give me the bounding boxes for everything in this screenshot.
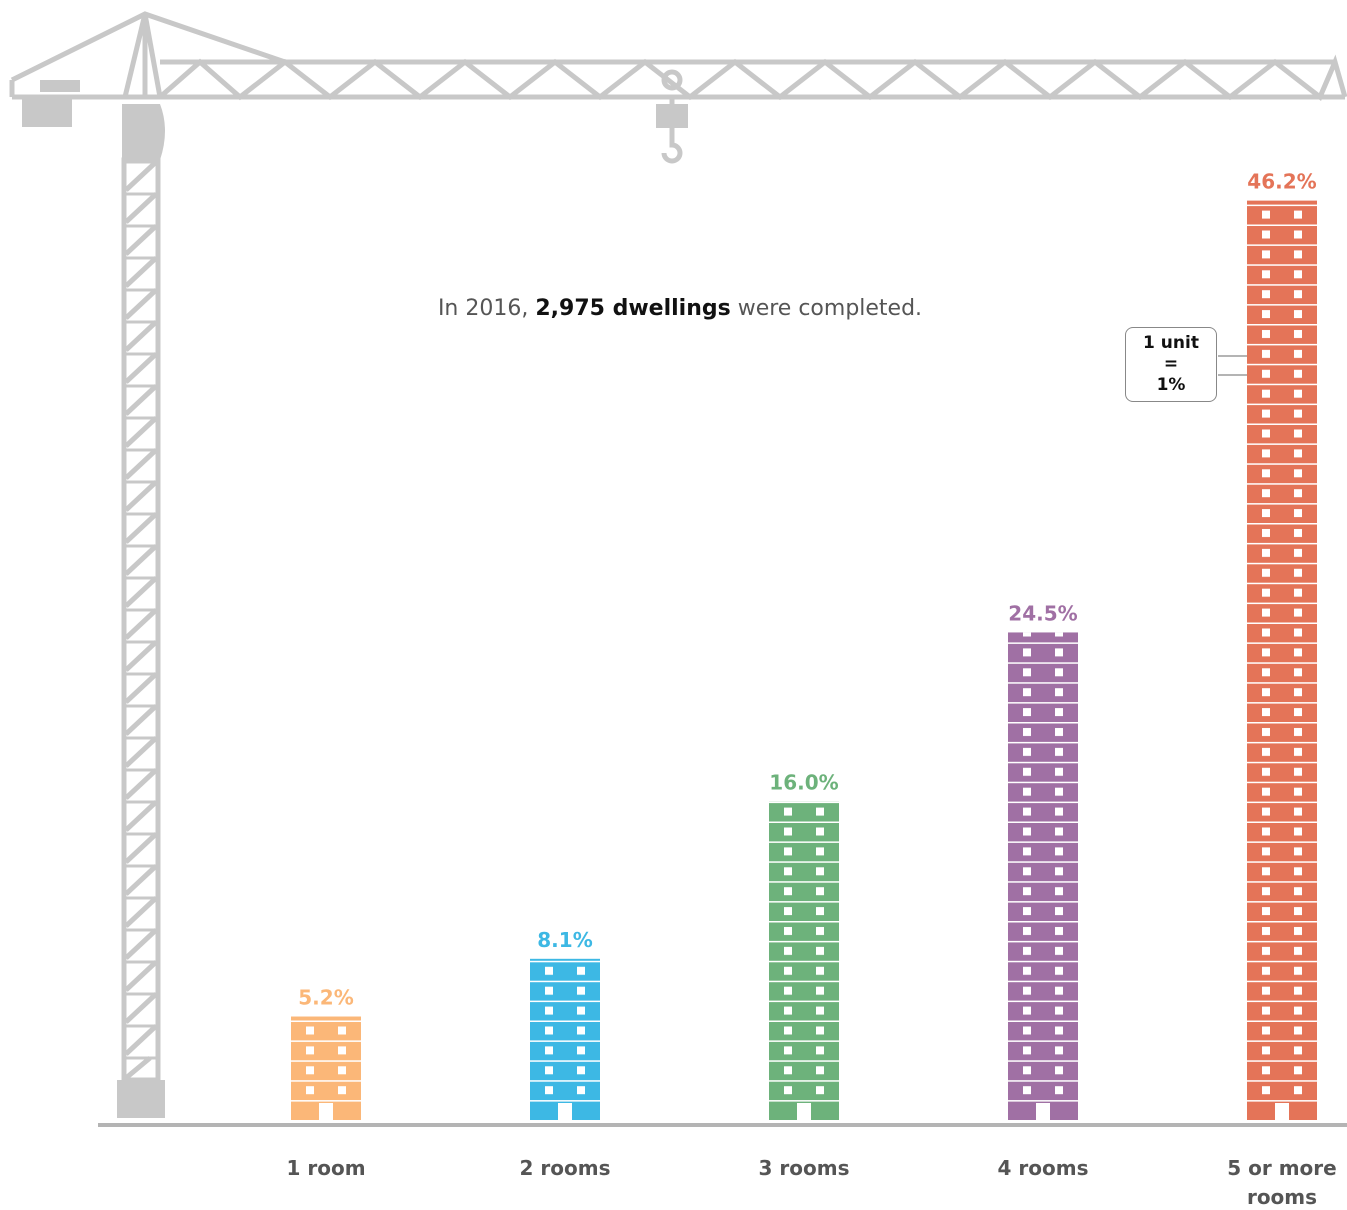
annotation-text: In 2016,	[437, 296, 529, 321]
annotation-text: were completed.	[737, 296, 923, 321]
unit-key-text: =	[1163, 354, 1179, 374]
annotation: In 2016, 2,975 dwellings were completed.	[280, 296, 1080, 321]
category-label: 5 or more rooms	[1227, 1156, 1337, 1209]
door	[1275, 1103, 1289, 1120]
category-label: 1 room	[286, 1156, 366, 1180]
ground-floor-line	[769, 1100, 839, 1102]
unit-key-text: 1 unit	[1143, 333, 1199, 353]
value-label: 46.2%	[1247, 170, 1316, 194]
crane-solid	[22, 80, 688, 1118]
door	[558, 1103, 572, 1120]
bar-floors	[291, 1016, 361, 1101]
ground-floor-line	[1008, 1100, 1078, 1102]
category-label: 4 rooms	[997, 1156, 1089, 1180]
annotation-emphasis: 2,975 dwellings	[535, 296, 731, 321]
crane	[9, 11, 1347, 1083]
ground-floor-line	[291, 1100, 361, 1102]
ground-floor-line	[530, 1100, 600, 1102]
category-label: 3 rooms	[758, 1156, 850, 1180]
value-label: 24.5%	[1008, 601, 1077, 625]
bar-floors	[1008, 632, 1078, 1101]
door	[319, 1103, 333, 1120]
bar-floors	[1247, 200, 1317, 1101]
ground-floor-line	[1247, 1100, 1317, 1102]
unit-key: 1 unit = 1%	[1125, 327, 1217, 402]
door	[1036, 1103, 1050, 1120]
value-label: 16.0%	[769, 771, 838, 795]
bar-floors	[769, 801, 839, 1101]
unit-key-text: 1%	[1156, 375, 1186, 395]
value-label: 8.1%	[537, 928, 592, 952]
bar-floors	[530, 958, 600, 1101]
door	[797, 1103, 811, 1120]
category-label: 2 rooms	[519, 1156, 611, 1180]
value-label: 5.2%	[298, 986, 353, 1010]
